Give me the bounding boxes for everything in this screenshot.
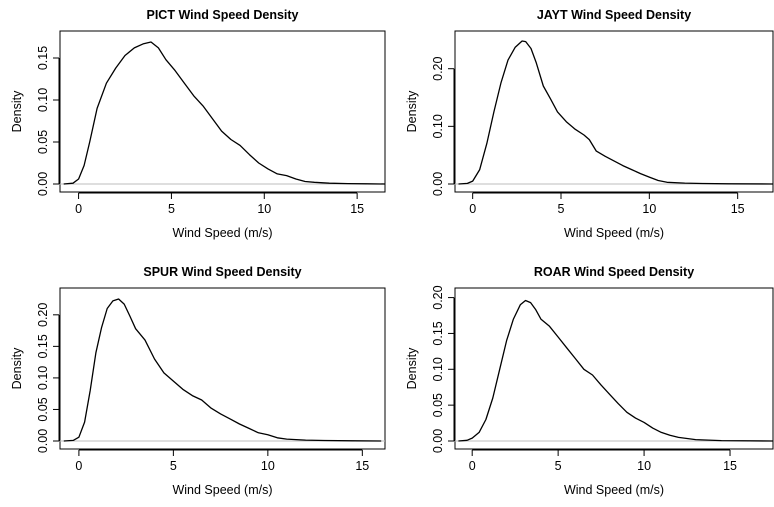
density-curve [458, 40, 774, 185]
y-tick-label: 0.05 [36, 130, 50, 154]
x-tick-label: 10 [257, 202, 271, 216]
x-tick-label: 5 [168, 202, 175, 216]
plot-frame [59, 30, 386, 193]
y-tick-label: 0.10 [431, 114, 445, 138]
plot-frame [454, 30, 774, 193]
x-tick-label: 15 [355, 459, 369, 473]
y-tick-label: 0.10 [36, 88, 50, 112]
x-axis-label: Wind Speed (m/s) [172, 226, 272, 240]
y-tick-label: 0.20 [431, 285, 445, 309]
plot-frame [454, 287, 774, 450]
x-tick-label: 5 [555, 459, 562, 473]
chart-panel-3: ROAR Wind Speed Density 0 5 10 15 Wind Speed … [405, 265, 774, 497]
x-axis-label: Wind Speed (m/s) [172, 483, 272, 497]
x-axis-label: Wind Speed (m/s) [564, 483, 664, 497]
x-tick-label: 0 [469, 202, 476, 216]
x-axis-label: Wind Speed (m/s) [564, 226, 664, 240]
y-tick-label: 0.20 [36, 303, 50, 327]
plot-frame [59, 287, 386, 450]
y-tick-label: 0.10 [431, 357, 445, 381]
y-axis-label: Density [405, 90, 419, 132]
density-curve [458, 299, 774, 442]
chart-panel-1: JAYT Wind Speed Density 0 5 10 15 Wind Speed … [405, 8, 774, 240]
x-tick-label: 0 [75, 202, 82, 216]
y-tick-label: 0.00 [431, 429, 445, 453]
x-tick-label: 10 [642, 202, 656, 216]
x-tick-label: 15 [723, 459, 737, 473]
y-tick-label: 0.00 [36, 429, 50, 453]
y-tick-label: 0.15 [36, 46, 50, 70]
y-axis-label: Density [405, 347, 419, 389]
y-tick-label: 0.15 [431, 321, 445, 345]
chart-title: ROAR Wind Speed Density [534, 265, 694, 279]
x-tick-label: 0 [75, 459, 82, 473]
chart-title: PICT Wind Speed Density [147, 8, 299, 22]
chart-title: JAYT Wind Speed Density [537, 8, 691, 22]
y-axis-label: Density [10, 347, 24, 389]
chart-panel-0: PICT Wind Speed Density 0 5 10 15 Wind Speed … [10, 8, 386, 240]
x-tick-label: 15 [731, 202, 745, 216]
y-tick-label: 0.05 [36, 397, 50, 421]
chart-title: SPUR Wind Speed Density [143, 265, 301, 279]
x-tick-label: 0 [469, 459, 476, 473]
y-tick-label: 0.00 [431, 172, 445, 196]
y-tick-label: 0.10 [36, 366, 50, 390]
x-tick-label: 5 [558, 202, 565, 216]
x-tick-label: 5 [170, 459, 177, 473]
y-axis-label: Density [10, 90, 24, 132]
chart-panel-2: SPUR Wind Speed Density 0 5 10 15 Wind Speed … [10, 265, 386, 497]
density-curve [63, 298, 382, 442]
density-curve [63, 41, 386, 185]
y-tick-label: 0.05 [431, 393, 445, 417]
x-tick-label: 10 [261, 459, 275, 473]
y-tick-label: 0.00 [36, 172, 50, 196]
y-tick-label: 0.20 [431, 57, 445, 81]
x-tick-label: 10 [637, 459, 651, 473]
y-tick-label: 0.15 [36, 334, 50, 358]
x-tick-label: 15 [350, 202, 364, 216]
